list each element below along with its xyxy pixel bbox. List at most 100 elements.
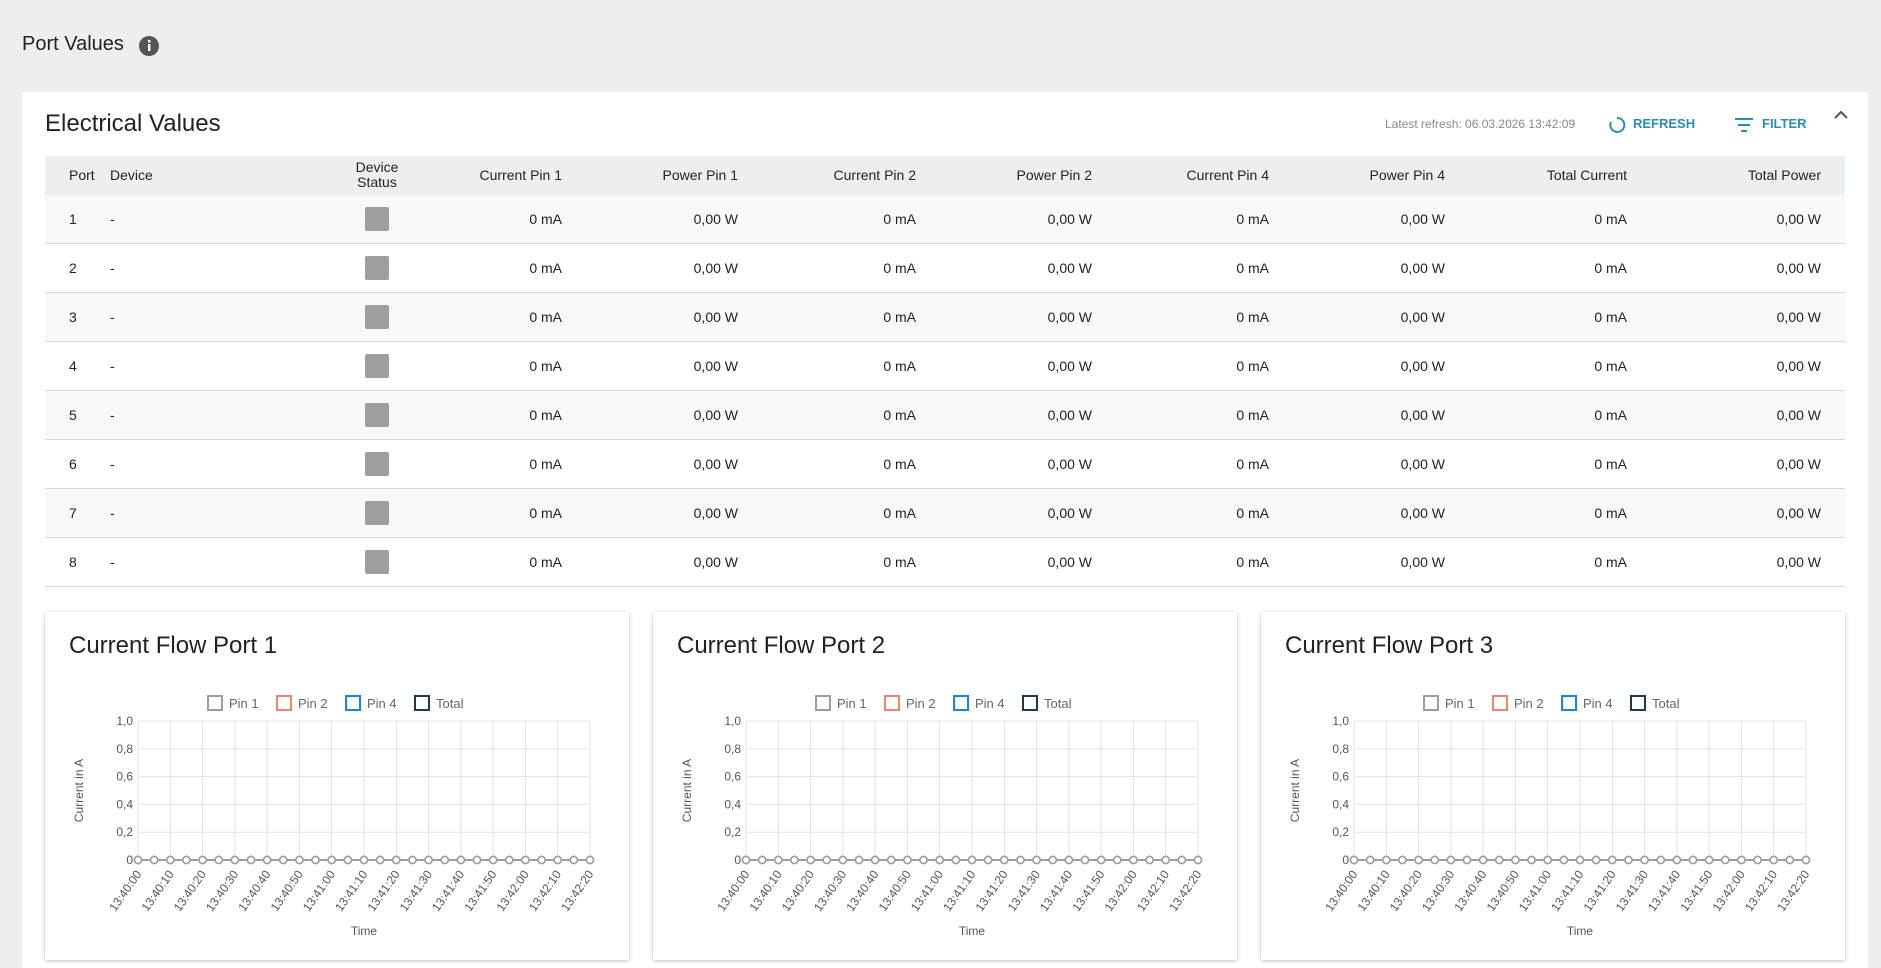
table-cell: 0 mA bbox=[1594, 554, 1627, 570]
y-tick-label: 0,2 bbox=[724, 825, 741, 839]
data-point bbox=[1430, 855, 1439, 865]
data-point bbox=[870, 855, 880, 865]
collapse-icon[interactable] bbox=[1832, 108, 1850, 122]
data-point bbox=[838, 855, 848, 865]
x-axis-label: Time bbox=[351, 924, 378, 938]
data-point bbox=[537, 855, 546, 865]
table-cell: 0 mA bbox=[529, 211, 562, 227]
refresh-icon[interactable] bbox=[1607, 115, 1627, 135]
data-point bbox=[1161, 855, 1170, 865]
table-cell: 0,00 W bbox=[1047, 309, 1092, 325]
legend-swatch bbox=[207, 695, 223, 711]
filter-button[interactable]: FILTER bbox=[1762, 116, 1807, 131]
x-tick-label: 13:42:20 bbox=[558, 867, 596, 914]
chart-title: Current Flow Port 1 bbox=[69, 632, 277, 659]
legend-label: Total bbox=[436, 696, 464, 711]
table-row bbox=[45, 342, 1845, 391]
info-icon[interactable] bbox=[138, 35, 160, 57]
data-point bbox=[359, 855, 369, 865]
data-point bbox=[392, 855, 401, 865]
data-point bbox=[1145, 855, 1154, 865]
table-cell: 4 bbox=[69, 358, 77, 374]
data-point bbox=[133, 855, 143, 865]
data-point bbox=[327, 855, 336, 865]
table-cell: - bbox=[110, 358, 115, 374]
legend-label: Total bbox=[1652, 696, 1680, 711]
table-cell: 0 mA bbox=[1236, 211, 1269, 227]
y-tick-label: 0,4 bbox=[724, 797, 741, 811]
table-cell: 0,00 W bbox=[693, 358, 738, 374]
legend-label: Pin 2 bbox=[298, 696, 328, 711]
table-cell: 0,00 W bbox=[1776, 260, 1821, 276]
data-point bbox=[311, 855, 320, 865]
table-cell: 0 mA bbox=[1594, 456, 1627, 472]
table-cell: - bbox=[110, 211, 115, 227]
column-header: Total Current bbox=[1546, 167, 1627, 183]
y-tick-label: 0 bbox=[734, 853, 741, 867]
data-point bbox=[343, 855, 353, 865]
data-point bbox=[983, 855, 993, 865]
table-cell: 0,00 W bbox=[1047, 505, 1092, 521]
x-tick-label: 13:42:20 bbox=[1774, 867, 1812, 914]
filter-icon[interactable] bbox=[1733, 115, 1755, 135]
data-point bbox=[1193, 855, 1203, 865]
page-title: Port Values bbox=[22, 33, 124, 55]
table-cell: 0,00 W bbox=[693, 554, 738, 570]
data-point bbox=[1672, 855, 1682, 865]
refresh-button[interactable]: REFRESH bbox=[1633, 116, 1696, 131]
legend-label: Pin 4 bbox=[367, 696, 397, 711]
chart-card: Current Flow Port 1 Pin 1 Pin 2 Pin 4 Total 0… bbox=[45, 612, 629, 960]
data-point bbox=[919, 855, 928, 865]
table-cell: 0,00 W bbox=[1776, 211, 1821, 227]
table-cell: 0,00 W bbox=[1776, 554, 1821, 570]
data-point bbox=[1785, 855, 1795, 865]
table-cell: - bbox=[110, 456, 115, 472]
table-cell: 0 mA bbox=[1594, 211, 1627, 227]
table-cell: 0 mA bbox=[883, 358, 916, 374]
data-point bbox=[1462, 855, 1472, 865]
device-status-indicator bbox=[365, 501, 389, 525]
table-cell: - bbox=[110, 309, 115, 325]
table-cell: 0 mA bbox=[529, 456, 562, 472]
table-cell: 0 mA bbox=[1236, 456, 1269, 472]
data-point bbox=[1769, 855, 1778, 865]
y-tick-label: 1,0 bbox=[116, 714, 133, 728]
table-cell: 1 bbox=[69, 211, 77, 227]
table-cell: 0 mA bbox=[1236, 407, 1269, 423]
table-cell: 0,00 W bbox=[693, 211, 738, 227]
device-status-indicator bbox=[365, 305, 389, 329]
data-point bbox=[198, 855, 207, 865]
table-cell: 0,00 W bbox=[1400, 211, 1445, 227]
table-row bbox=[45, 538, 1845, 587]
legend-swatch bbox=[1630, 695, 1646, 711]
data-point bbox=[1365, 855, 1375, 865]
table-row bbox=[45, 489, 1845, 538]
y-tick-label: 0,8 bbox=[724, 742, 741, 756]
data-point bbox=[1032, 855, 1041, 865]
table-cell: 0,00 W bbox=[1400, 554, 1445, 570]
column-header: Power Pin 4 bbox=[1369, 167, 1445, 183]
data-point bbox=[262, 855, 272, 865]
data-point bbox=[505, 855, 514, 865]
data-point bbox=[456, 855, 466, 865]
y-tick-label: 0,4 bbox=[116, 797, 133, 811]
y-tick-label: 0 bbox=[126, 853, 133, 867]
data-point bbox=[1382, 855, 1391, 865]
y-tick-label: 1,0 bbox=[1332, 714, 1349, 728]
table-cell: - bbox=[110, 505, 115, 521]
data-point bbox=[149, 855, 159, 865]
column-header: Total Power bbox=[1747, 167, 1821, 183]
y-tick-label: 0,2 bbox=[116, 825, 133, 839]
data-point bbox=[1801, 855, 1811, 865]
table-cell: 0 mA bbox=[883, 456, 916, 472]
data-point bbox=[553, 855, 562, 865]
latest-refresh: Latest refresh: 06.03.2026 13:42:09 bbox=[1385, 117, 1576, 131]
table-cell: 0,00 W bbox=[1400, 358, 1445, 374]
data-point bbox=[1048, 855, 1057, 865]
data-point bbox=[1080, 855, 1090, 865]
table-cell: 0 mA bbox=[1236, 505, 1269, 521]
chart: Current Flow Port 3 Pin 1 Pin 2 Pin 4 Total 0… bbox=[1285, 632, 1813, 938]
data-point bbox=[521, 855, 530, 865]
table-cell: 0 mA bbox=[1236, 358, 1269, 374]
legend-swatch bbox=[1492, 695, 1508, 711]
